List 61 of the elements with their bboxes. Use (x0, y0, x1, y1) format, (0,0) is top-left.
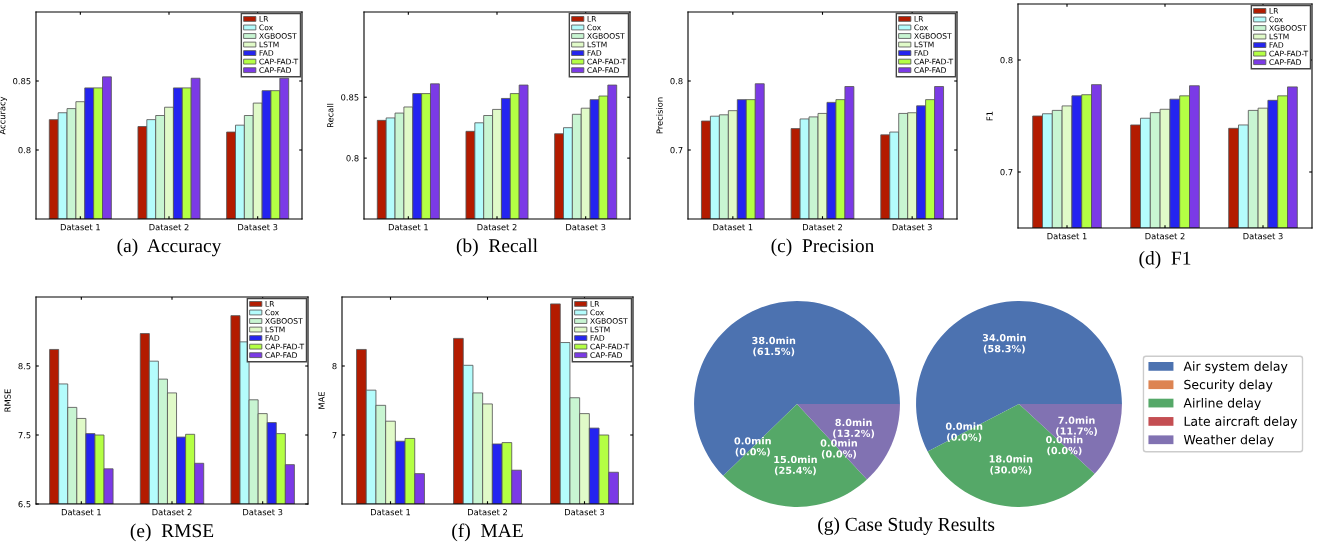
x-tick-label: Dataset 1 (1047, 233, 1087, 240)
text: (a) Accuracy (117, 238, 222, 257)
text: (c) Precision (771, 238, 875, 257)
x-tick-label: Dataset 3 (1243, 233, 1283, 240)
text: 0.0min (0.0%) (945, 422, 983, 442)
x-tick-label: Dataset 1 (371, 509, 411, 516)
x-tick-label: Dataset 1 (60, 224, 100, 231)
y-tick-label: 0.8 (346, 155, 359, 162)
y-axis-title: Recall (326, 103, 334, 128)
x-tick-label: Dataset 1 (388, 224, 428, 231)
x-tick-label: Dataset 2 (477, 224, 517, 231)
y-axis-title: Accuracy (0, 96, 8, 135)
x-tick-label: Dataset 3 (565, 509, 605, 516)
text: 0.0min (0.0%) (820, 439, 857, 459)
data-label: 7.0min (11.7%) (1056, 416, 1097, 436)
legend-label: Late aircraft delay (1184, 416, 1298, 429)
legend-label: Security delay (1184, 379, 1273, 392)
y-axis-title: F1 (986, 111, 993, 121)
x-tick-label: Dataset 3 (566, 224, 606, 231)
x-tick-label: Dataset 2 (1145, 233, 1185, 240)
x-tick-label: Dataset 3 (892, 224, 932, 231)
x-tick-label: Dataset 2 (152, 509, 192, 516)
pie-slice (927, 404, 1095, 507)
y-axis-title: MAE (318, 391, 325, 409)
y-tick-label: 8.5 (18, 362, 31, 370)
y-tick-label: 0.8 (670, 77, 683, 85)
x-tick-label: Dataset 3 (243, 509, 283, 516)
text: 0.0min (0.0%) (1046, 435, 1083, 456)
x-tick-label: Dataset 2 (468, 509, 507, 516)
text: (g) Case Study Results (818, 517, 995, 535)
data-label: 8.0min (13.2%) (833, 418, 875, 439)
text: (f) MAE (452, 523, 523, 542)
legend-label: Airline delay (1183, 397, 1261, 411)
text: 0.0min (0.0%) (734, 436, 771, 457)
x-tick-label: Dataset 2 (803, 224, 842, 231)
data-label: 18.0min (30.0%) (989, 455, 1033, 475)
data-label: 34.0min (58.3%) (982, 333, 1026, 354)
data-label: 38.0min (61.5%) (752, 336, 796, 357)
y-tick-label: 6.5 (18, 500, 31, 508)
x-tick-label: Dataset 1 (713, 224, 753, 231)
text: (d) F1 (1139, 250, 1191, 269)
y-tick-label: 8 (332, 362, 337, 370)
legend-label: Air system delay (1183, 361, 1288, 374)
y-tick-label: 7.5 (18, 432, 31, 439)
y-tick-label: 0.8 (1000, 56, 1013, 64)
x-tick-label: Dataset 3 (238, 224, 278, 231)
y-tick-label: 0.8 (18, 146, 31, 154)
pie-slice (694, 301, 900, 476)
text: (e) RMSE (130, 523, 214, 542)
y-tick-label: 0.85 (341, 94, 359, 101)
data-label: 15.0min (25.4%) (774, 455, 817, 476)
text: (b) Recall (456, 238, 538, 257)
x-tick-label: Dataset 2 (149, 224, 189, 231)
y-axis-title: RMSE (4, 389, 11, 412)
x-tick-label: Dataset 1 (61, 509, 101, 516)
legend-label: Weather delay (1183, 434, 1274, 447)
y-tick-label: 7 (332, 432, 337, 439)
y-tick-label: 0.7 (670, 146, 683, 154)
y-tick-label: 0.7 (1000, 168, 1013, 176)
y-axis-title: Precision (656, 97, 663, 134)
y-tick-label: 0.85 (13, 77, 31, 85)
